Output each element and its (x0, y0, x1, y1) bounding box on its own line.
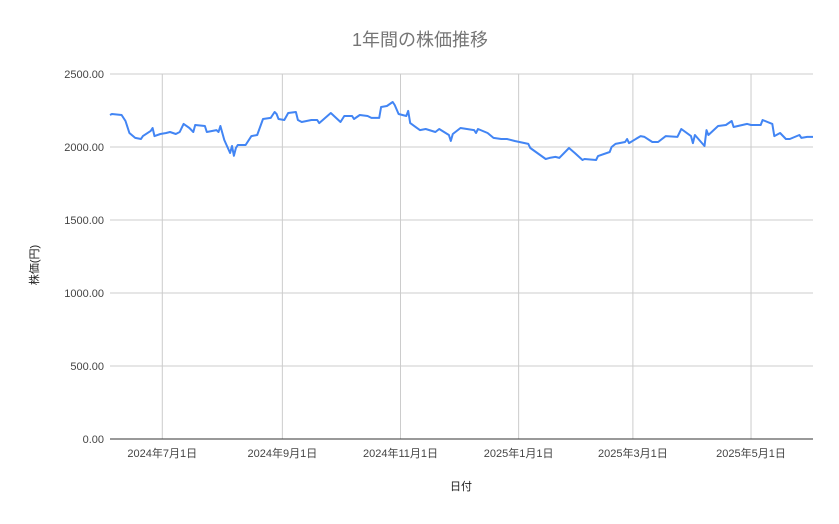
y-tick-label: 500.00 (70, 361, 104, 373)
x-tick-label: 2025年5月1日 (716, 446, 786, 460)
x-gridlines (161, 74, 752, 439)
y-tick-label: 1000.00 (64, 288, 104, 300)
series-layer (109, 101, 813, 161)
y-tick-labels: 0.00 500.00 1000.00 1500.00 2000.00 2500.00 (64, 69, 104, 446)
y-tick-label: 2000.00 (64, 142, 104, 154)
y-tick-label: 1500.00 (64, 215, 104, 227)
x-tick-label: 2025年3月1日 (598, 446, 668, 460)
x-tick-label: 2024年7月1日 (127, 446, 197, 460)
y-tick-label: 2500.00 (64, 69, 104, 81)
x-tick-label: 2025年1月1日 (484, 446, 554, 460)
x-tick-label: 2024年11月1日 (363, 446, 438, 460)
y-tick-label: 0.00 (83, 434, 104, 446)
x-tick-labels: 2024年7月1日 2024年9月1日 2024年11月1日 2025年1月1日 202… (127, 446, 785, 460)
y-axis-label: 株価(円) (27, 245, 41, 285)
y-gridlines (110, 73, 813, 367)
chart-title: 1年間の株価推移 (352, 30, 488, 50)
price-series-line (109, 101, 813, 161)
x-tick-label: 2024年9月1日 (248, 446, 318, 460)
x-axis-label: 日付 (450, 480, 472, 493)
